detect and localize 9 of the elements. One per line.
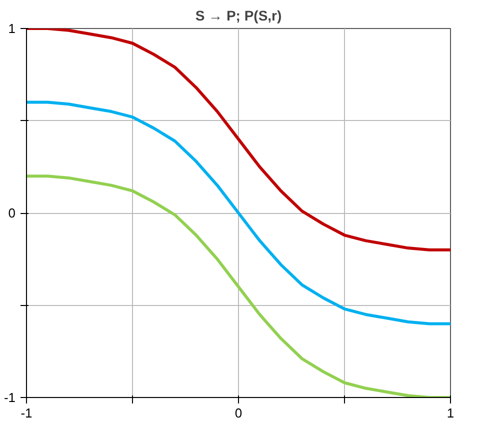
y-tick-label: 0 xyxy=(8,206,16,220)
x-tick-label: 0 xyxy=(234,406,242,420)
y-tick-label: 1 xyxy=(8,21,16,36)
line-series xyxy=(26,28,450,252)
line-series xyxy=(26,100,450,326)
x-tick-label: 1 xyxy=(446,406,454,420)
x-tick-label: -1 xyxy=(20,406,32,420)
chart-title: S → P; P(S,r) xyxy=(195,8,282,24)
y-tick-label: -1 xyxy=(4,390,16,405)
